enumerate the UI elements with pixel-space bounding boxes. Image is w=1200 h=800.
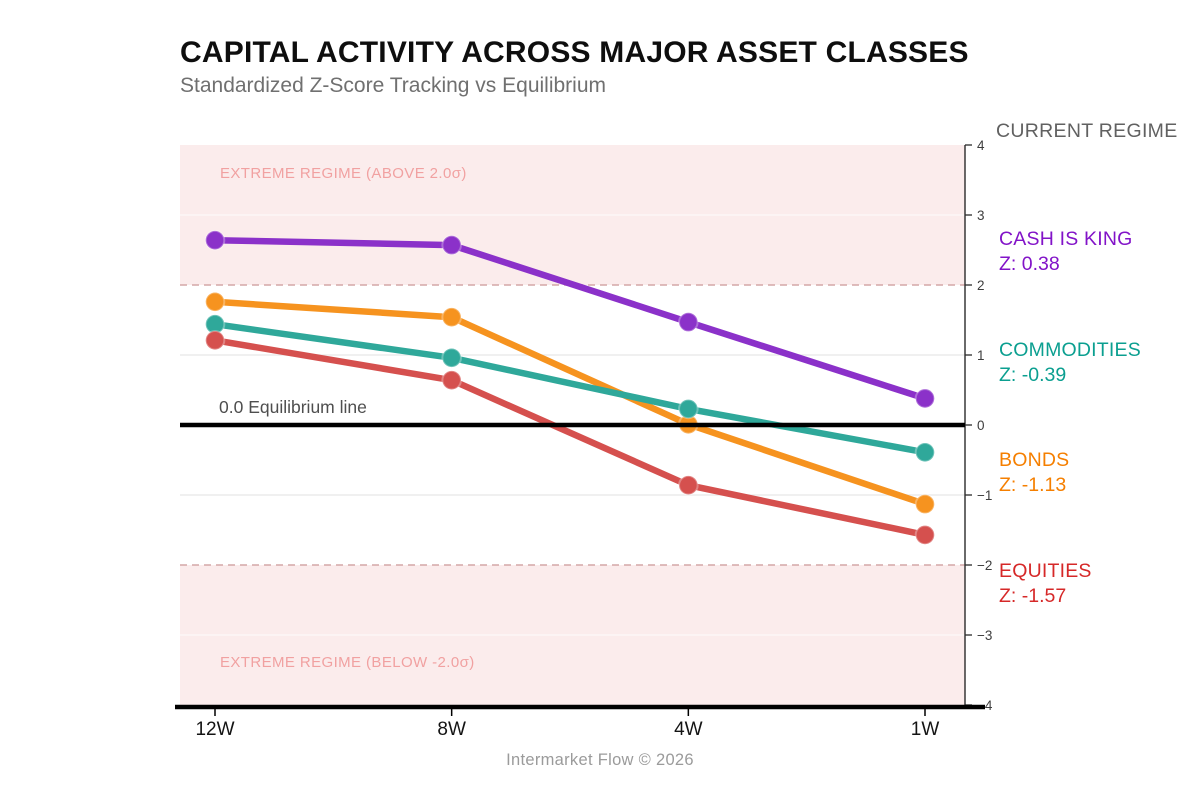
y-tick-label: −1 — [977, 488, 992, 503]
regime-entry-zscore: Z: -1.13 — [999, 474, 1067, 496]
data-point-cash-is-king — [678, 311, 699, 333]
regime-entry-cash: CASH IS KING Z: 0.38 — [999, 227, 1199, 277]
x-tick-label: 8W — [437, 719, 466, 740]
regime-entry-bonds: BONDS Z: -1.13 — [999, 448, 1199, 498]
data-point-equities — [441, 369, 462, 391]
series-line-commodities — [211, 320, 929, 456]
y-tick-label: 3 — [977, 208, 985, 223]
x-tick-label: 4W — [674, 719, 703, 740]
data-point-commodities — [678, 398, 699, 420]
footer-attribution: Intermarket Flow © 2026 — [506, 751, 694, 769]
series-line-cash-is-king — [211, 236, 929, 402]
data-point-bonds — [204, 291, 226, 313]
x-tick-label: 1W — [911, 719, 940, 740]
chart-subtitle: Standardized Z-Score Tracking vs Equilib… — [180, 74, 607, 97]
series-line-equities — [211, 337, 929, 539]
regime-entry-commodities: COMMODITIES Z: -0.39 — [999, 338, 1199, 388]
regime-entry-zscore: Z: -1.57 — [999, 585, 1067, 607]
extreme-regime-above-label: EXTREME REGIME (ABOVE 2.0σ) — [220, 165, 467, 182]
data-point-equities — [204, 330, 226, 351]
regime-entry-name: CASH IS KING — [999, 228, 1133, 250]
y-tick-label: 1 — [977, 348, 985, 363]
regime-entry-equities: EQUITIES Z: -1.57 — [999, 559, 1199, 609]
extreme-regime-below-label: EXTREME REGIME (BELOW -2.0σ) — [220, 654, 475, 671]
regime-entry-zscore: Z: -0.39 — [999, 364, 1067, 386]
data-point-cash-is-king — [204, 229, 226, 251]
regime-entry-name: BONDS — [999, 449, 1070, 471]
regime-entry-name: COMMODITIES — [999, 339, 1141, 361]
equilibrium-line-label: 0.0 Equilibrium line — [219, 397, 367, 417]
series-line-bonds — [211, 298, 929, 508]
data-point-cash-is-king — [914, 388, 936, 409]
y-tick-label: 4 — [977, 138, 985, 153]
data-point-equities — [914, 524, 936, 546]
regime-entry-name: EQUITIES — [999, 560, 1092, 582]
data-point-commodities — [914, 442, 936, 463]
data-point-bonds — [914, 493, 936, 515]
y-tick-label: −3 — [977, 628, 992, 643]
data-point-bonds — [441, 306, 462, 328]
regime-entry-zscore: Z: 0.38 — [999, 253, 1060, 275]
y-tick-label: 2 — [977, 278, 985, 293]
page-title: CAPITAL ACTIVITY ACROSS MAJOR ASSET CLAS… — [180, 36, 969, 69]
x-tick-label: 12W — [195, 719, 234, 740]
data-point-equities — [678, 474, 699, 496]
current-regime-header: CURRENT REGIME — [996, 120, 1178, 142]
y-tick-label: 0 — [977, 418, 985, 433]
data-point-commodities — [441, 347, 462, 369]
y-tick-label: −2 — [977, 558, 992, 573]
data-point-cash-is-king — [441, 234, 462, 256]
